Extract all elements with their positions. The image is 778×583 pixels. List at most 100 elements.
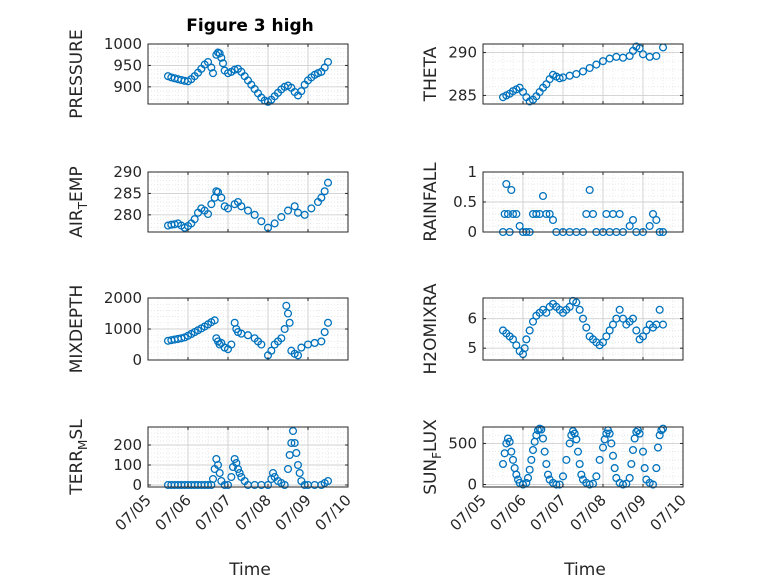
data-point bbox=[233, 464, 243, 474]
y-tick-label: 0 bbox=[467, 476, 477, 494]
y-axis-label-subscript: F bbox=[430, 452, 444, 459]
data-point bbox=[585, 480, 594, 489]
data-point bbox=[565, 439, 574, 448]
subplot-h2omixra: 5 6 H2OMIXRA bbox=[421, 283, 684, 375]
data-point bbox=[653, 443, 663, 452]
y-axis-label-rest: SL bbox=[67, 419, 87, 440]
data-point bbox=[177, 334, 186, 343]
chart-title: Figure 3 high bbox=[186, 16, 314, 36]
data-point bbox=[528, 317, 538, 326]
data-point bbox=[323, 476, 333, 486]
data-point bbox=[307, 204, 316, 213]
data-point bbox=[317, 193, 326, 202]
data-point bbox=[538, 434, 548, 443]
data-point bbox=[608, 320, 618, 329]
data-point bbox=[588, 209, 598, 219]
data-point bbox=[243, 331, 253, 340]
data-point bbox=[552, 480, 561, 489]
data-points bbox=[163, 301, 333, 360]
data-point bbox=[618, 314, 628, 323]
data-point bbox=[507, 447, 516, 456]
data-point bbox=[537, 425, 546, 434]
data-point bbox=[582, 323, 591, 332]
data-point bbox=[283, 206, 293, 215]
grid bbox=[147, 427, 349, 487]
data-point bbox=[323, 57, 333, 67]
data-point bbox=[290, 202, 299, 211]
y-axis-label-main: AIR bbox=[67, 209, 87, 238]
data-point bbox=[512, 209, 521, 219]
data-point bbox=[638, 447, 648, 456]
y-tick-label: 285 bbox=[113, 184, 142, 202]
data-point bbox=[203, 480, 213, 490]
data-point bbox=[505, 437, 514, 446]
data-point bbox=[595, 455, 604, 464]
y-tick-label: 290 bbox=[113, 163, 142, 181]
data-point bbox=[625, 221, 634, 231]
data-point bbox=[572, 298, 581, 307]
axes-box bbox=[482, 426, 684, 488]
data-point bbox=[243, 206, 253, 215]
data-point bbox=[602, 332, 611, 341]
y-axis-label-main: THETA bbox=[421, 46, 441, 102]
y-axis-label: PRESSURE bbox=[67, 29, 87, 118]
data-point bbox=[618, 480, 628, 489]
data-point bbox=[207, 63, 216, 72]
data-point bbox=[540, 447, 549, 456]
data-point bbox=[520, 344, 529, 353]
y-tick-label: 0 bbox=[132, 476, 142, 494]
y-axis-label-main: MIXDEPTH bbox=[67, 285, 87, 374]
y-tick-label: 0 bbox=[467, 223, 477, 241]
data-point bbox=[570, 429, 579, 438]
y-axis-label-main: SUN bbox=[421, 459, 441, 495]
y-axis-label-main: PRESSURE bbox=[67, 29, 87, 118]
y-tick-label: 1000 bbox=[104, 35, 142, 53]
data-point bbox=[323, 178, 333, 187]
data-point bbox=[500, 209, 509, 219]
data-point bbox=[615, 209, 624, 219]
data-point bbox=[227, 472, 236, 482]
data-point bbox=[508, 209, 518, 219]
x-axis-label: Time bbox=[563, 560, 606, 580]
data-point bbox=[498, 459, 508, 469]
y-axis-label: H2OMIXRA bbox=[421, 283, 441, 374]
data-point bbox=[235, 468, 244, 478]
data-point bbox=[577, 470, 586, 479]
data-point bbox=[300, 210, 309, 219]
data-point bbox=[230, 454, 239, 464]
data-point bbox=[608, 451, 618, 460]
data-points bbox=[498, 424, 668, 489]
data-point bbox=[525, 465, 534, 474]
y-axis-label: RAINFALL bbox=[421, 162, 441, 242]
data-point bbox=[507, 185, 516, 195]
data-point bbox=[542, 209, 551, 219]
data-point bbox=[223, 480, 233, 490]
data-point bbox=[648, 480, 658, 489]
data-point bbox=[208, 474, 218, 484]
data-point bbox=[285, 318, 294, 327]
data-point bbox=[640, 464, 649, 473]
data-point bbox=[592, 472, 601, 481]
subplot-air_temp: 280 285 290 AIRTEMP bbox=[67, 163, 349, 238]
data-point bbox=[268, 468, 278, 478]
data-point bbox=[525, 326, 534, 335]
data-point bbox=[508, 335, 518, 344]
y-tick-label: 950 bbox=[113, 56, 142, 74]
data-point bbox=[295, 468, 304, 478]
data-point bbox=[655, 305, 664, 314]
data-point bbox=[213, 460, 223, 470]
data-point bbox=[610, 464, 619, 473]
y-axis-label-subscript: M bbox=[76, 440, 90, 450]
data-point bbox=[263, 480, 273, 490]
data-point bbox=[215, 468, 224, 478]
data-point bbox=[598, 443, 608, 452]
data-point bbox=[658, 320, 668, 329]
data-point bbox=[652, 464, 661, 473]
data-point bbox=[642, 326, 651, 335]
data-point bbox=[628, 445, 638, 455]
data-point bbox=[523, 473, 533, 483]
data-point bbox=[317, 337, 326, 346]
data-point bbox=[562, 455, 571, 464]
